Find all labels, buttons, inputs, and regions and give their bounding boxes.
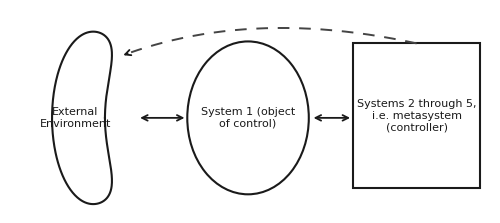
Text: Systems 2 through 5,
i.e. metasystem
(controller): Systems 2 through 5, i.e. metasystem (co…	[357, 99, 476, 132]
Text: External
Environment: External Environment	[40, 107, 111, 129]
Text: System 1 (object
of control): System 1 (object of control)	[201, 107, 295, 129]
